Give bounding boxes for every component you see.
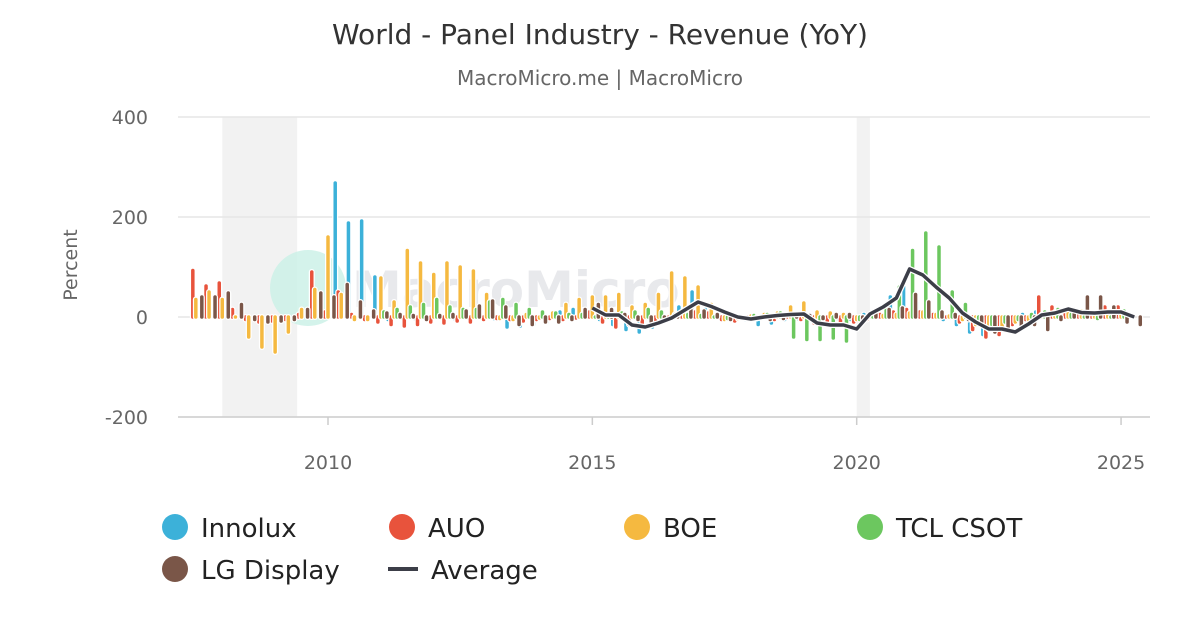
chart-subtitle: MacroMicro.me | MacroMicro [457,66,743,90]
legend-item-tcl-csot[interactable]: TCL CSOT [857,514,1022,544]
legend-label: AUO [428,514,485,544]
x-tick-label: 2025 [1097,452,1145,474]
legend-marker-circle [389,514,415,540]
legend-item-average[interactable]: Average [388,556,538,586]
legend-label: TCL CSOT [895,514,1022,544]
y-tick-label: 0 [136,307,148,329]
legend-item-lg-display[interactable]: LG Display [162,556,340,586]
chart-title: World - Panel Industry - Revenue (YoY) [332,18,868,51]
y-tick-label: -200 [105,407,148,429]
legend-item-boe[interactable]: BOE [624,514,717,544]
legend-label: BOE [663,514,717,544]
legend-label: Average [431,556,538,586]
x-tick-label: 2010 [304,452,352,474]
legend-marker-circle [857,514,883,540]
legend-marker-circle [624,514,650,540]
legend-marker-circle [162,514,188,540]
x-tick-label: 2020 [833,452,881,474]
recession-band [856,117,870,417]
x-tick-label: 2015 [568,452,616,474]
legend-item-innolux[interactable]: Innolux [162,514,297,544]
average-line [591,267,1135,334]
y-tick-label: 400 [112,107,148,129]
legend-marker-circle [162,556,188,582]
legend-label: Innolux [201,514,297,544]
legend-label: LG Display [201,556,340,586]
y-tick-label: 200 [112,207,148,229]
legend-item-auo[interactable]: AUO [389,514,485,544]
y-axis-label: Percent [60,229,82,301]
